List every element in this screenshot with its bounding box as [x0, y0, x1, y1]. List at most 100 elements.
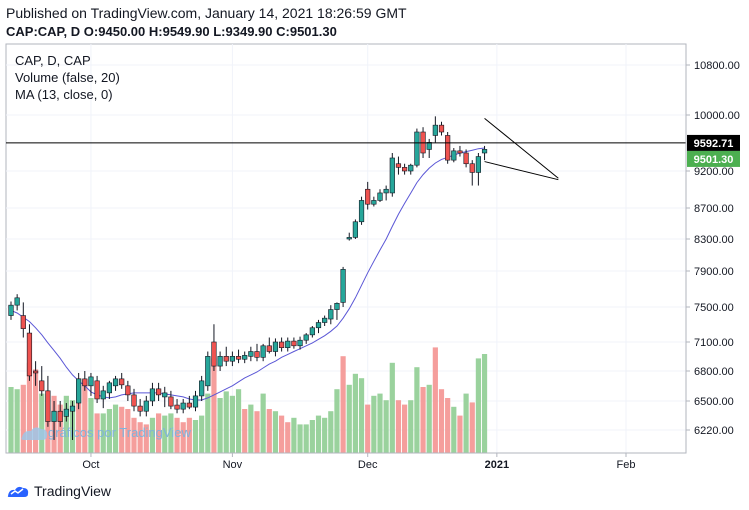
volume-bar — [383, 400, 389, 453]
candle — [149, 382, 156, 407]
candle-body — [229, 356, 236, 362]
volume-bar — [254, 411, 260, 453]
volume-bar — [143, 424, 149, 453]
legend-volume: Volume (false, 20) — [15, 70, 120, 85]
volume-bar — [315, 415, 322, 453]
candle-body — [371, 200, 377, 205]
candle-body — [174, 404, 180, 410]
volume-bars — [8, 347, 488, 453]
candle — [475, 152, 482, 186]
candle-body — [69, 405, 76, 412]
candle — [266, 337, 272, 354]
last-price-tag — [687, 150, 740, 167]
candle-body — [297, 339, 303, 347]
volume-bar — [272, 411, 279, 453]
volume-bar — [475, 358, 481, 453]
candle — [39, 366, 45, 396]
candle-body — [223, 356, 229, 362]
trend-line — [484, 117, 559, 179]
candle — [408, 163, 414, 175]
candle-body — [475, 156, 482, 173]
candle — [51, 401, 57, 440]
candle — [131, 388, 137, 412]
candle-body — [401, 167, 408, 172]
candle-body — [39, 380, 45, 392]
volume-bar — [119, 406, 125, 453]
volume-bar — [426, 384, 432, 453]
candle-body — [211, 341, 217, 367]
volume-bar — [20, 384, 26, 453]
candle — [143, 395, 149, 417]
candle-body — [291, 340, 297, 347]
volume-bar — [322, 417, 328, 453]
volume-bar — [371, 395, 377, 453]
candle-body — [137, 405, 143, 412]
volume-bar — [88, 398, 94, 453]
volume-bar — [438, 389, 445, 453]
volume-bar — [235, 389, 242, 453]
volume-bar — [248, 404, 254, 453]
volume-bar — [346, 384, 352, 453]
candle-body — [426, 142, 432, 150]
footer-brand: TradingView — [34, 483, 112, 499]
candle — [451, 148, 457, 163]
candle-body — [186, 402, 192, 408]
volume-bar — [180, 422, 186, 453]
candle — [377, 189, 383, 202]
candle — [20, 302, 26, 338]
candle-body — [432, 124, 438, 136]
candle — [168, 390, 174, 410]
volume-bar — [328, 411, 334, 453]
x-tick-label: Dec — [358, 459, 378, 471]
candle — [82, 371, 88, 391]
y-tick-label: 10000.00 — [694, 110, 740, 122]
candle — [358, 196, 365, 225]
volume-bar — [174, 417, 180, 453]
candle-body — [365, 188, 371, 205]
volume-bar — [432, 347, 438, 453]
candle — [57, 401, 63, 427]
candle-body — [340, 269, 346, 303]
volume-bar — [57, 404, 63, 453]
chart-header: Published on TradingView.com, January 14… — [6, 5, 407, 40]
volume-bar — [26, 362, 33, 453]
candle — [291, 337, 297, 349]
candle-body — [125, 385, 131, 396]
candle-body — [100, 390, 106, 400]
candle-body — [32, 370, 39, 374]
volume-bar — [125, 409, 131, 453]
candle-body — [315, 322, 322, 329]
volume-bar — [285, 422, 291, 453]
volume-bar — [309, 420, 315, 453]
candle — [371, 196, 377, 207]
candle — [346, 232, 352, 241]
candle-body — [395, 163, 402, 168]
candle — [8, 301, 14, 320]
candle — [272, 338, 279, 357]
candle-body — [192, 395, 199, 408]
volume-bar — [260, 393, 266, 453]
candle — [112, 375, 119, 391]
volume-bar — [402, 404, 408, 453]
candle — [328, 305, 334, 325]
volume-bar — [463, 393, 469, 453]
candle-body — [82, 378, 88, 387]
candle-body — [469, 163, 475, 173]
candle — [438, 121, 445, 136]
y-tick-label: 6220.00 — [694, 425, 734, 437]
volume-bar — [156, 413, 162, 453]
candle — [186, 395, 192, 410]
candle — [156, 382, 162, 401]
candle-body — [352, 221, 359, 238]
hline-price-label: 9592.71 — [694, 138, 734, 150]
volume-bar — [186, 417, 192, 453]
candle-body — [88, 376, 94, 387]
candle-body — [334, 303, 340, 310]
volume-bar — [414, 367, 420, 453]
volume-bar — [192, 420, 199, 453]
candle-body — [248, 351, 254, 357]
volume-bar — [168, 413, 174, 453]
candle — [463, 149, 469, 168]
tradingview-cloud-icon — [21, 427, 48, 440]
